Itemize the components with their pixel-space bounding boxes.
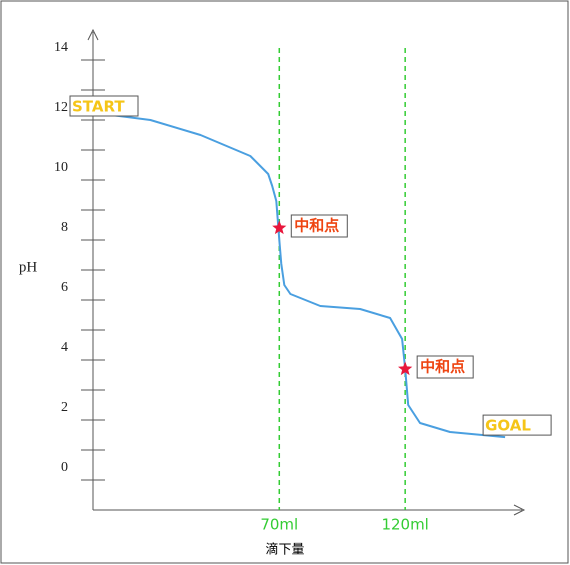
x-tick-label: 120ml [381, 516, 428, 534]
annotation: 中和点 [294, 217, 339, 235]
star [272, 220, 287, 235]
goal-label-box [482, 414, 552, 436]
curve [102, 113, 506, 439]
y-tick-label: 0 [61, 460, 68, 475]
x-tick-label: 70ml [260, 516, 298, 534]
y-tick-label: 8 [61, 220, 68, 235]
y-arrow [87, 28, 99, 41]
start-label-box [69, 95, 139, 117]
y-tick-label: 14 [54, 40, 68, 55]
annotation: 中和点 [420, 358, 465, 376]
y-tick-label: 12 [54, 100, 68, 115]
x-arrow [513, 504, 526, 516]
annotation-box [416, 355, 474, 379]
y-tick-label: 2 [61, 400, 68, 415]
y-tick-label: 4 [61, 340, 68, 355]
annotation-box [290, 214, 348, 238]
star [398, 361, 413, 376]
y-axis-label: pH [19, 259, 38, 275]
start-label: START [72, 98, 125, 116]
y-tick-label: 10 [54, 160, 68, 175]
x-axis-label: 滴下量 [265, 542, 304, 558]
goal-label: GOAL [485, 417, 531, 435]
y-tick-label: 6 [61, 280, 68, 295]
